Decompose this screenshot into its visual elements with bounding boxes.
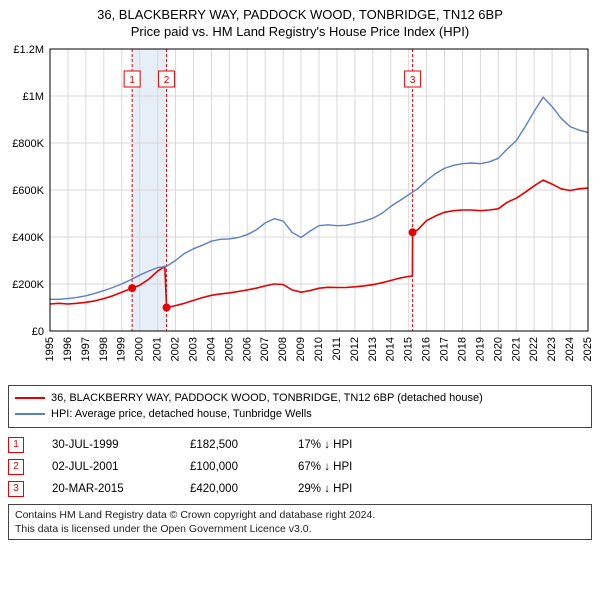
legend-label: HPI: Average price, detached house, Tunb… <box>51 406 312 423</box>
svg-text:2016: 2016 <box>421 337 433 361</box>
svg-text:2020: 2020 <box>492 337 504 361</box>
svg-text:2003: 2003 <box>187 337 199 361</box>
svg-text:2017: 2017 <box>439 337 451 361</box>
sale-date: 30-JUL-1999 <box>52 439 162 451</box>
legend: 36, BLACKBERRY WAY, PADDOCK WOOD, TONBRI… <box>8 385 592 428</box>
legend-swatch <box>15 413 45 415</box>
svg-text:£1.2M: £1.2M <box>13 44 44 56</box>
svg-text:1996: 1996 <box>62 337 74 361</box>
sale-pct: 17% ↓ HPI <box>298 439 398 451</box>
sale-marker-row: 1 30-JUL-1999 £182,500 17% ↓ HPI <box>8 434 592 456</box>
svg-text:1999: 1999 <box>116 337 128 361</box>
svg-text:3: 3 <box>410 75 416 86</box>
sale-price: £420,000 <box>190 483 270 495</box>
sale-marker-row: 2 02-JUL-2001 £100,000 67% ↓ HPI <box>8 456 592 478</box>
svg-text:£800K: £800K <box>12 138 44 150</box>
svg-text:2001: 2001 <box>152 337 164 361</box>
svg-text:2002: 2002 <box>170 337 182 361</box>
svg-text:2019: 2019 <box>474 337 486 361</box>
svg-text:2015: 2015 <box>403 337 415 361</box>
sale-pct: 29% ↓ HPI <box>298 483 398 495</box>
legend-swatch <box>15 397 45 399</box>
sale-date: 02-JUL-2001 <box>52 461 162 473</box>
attribution-box: Contains HM Land Registry data © Crown c… <box>8 504 592 540</box>
svg-text:£600K: £600K <box>12 185 44 197</box>
svg-text:2004: 2004 <box>205 337 217 361</box>
legend-label: 36, BLACKBERRY WAY, PADDOCK WOOD, TONBRI… <box>51 390 483 407</box>
svg-text:2023: 2023 <box>546 337 558 361</box>
svg-text:2009: 2009 <box>295 337 307 361</box>
attribution-line: Contains HM Land Registry data © Crown c… <box>15 508 585 522</box>
svg-text:2021: 2021 <box>510 337 522 361</box>
svg-text:2007: 2007 <box>259 337 271 361</box>
svg-text:1: 1 <box>129 75 135 86</box>
svg-text:£400K: £400K <box>12 232 44 244</box>
chart-title-line1: 36, BLACKBERRY WAY, PADDOCK WOOD, TONBRI… <box>0 0 600 24</box>
legend-item: 36, BLACKBERRY WAY, PADDOCK WOOD, TONBRI… <box>15 390 585 407</box>
line-chart: £0 £200K £400K £600K £800K £1M £1.2M 1995 1996 19… <box>0 41 600 379</box>
svg-text:2011: 2011 <box>331 337 343 361</box>
sale-marker-badge: 3 <box>8 481 24 497</box>
svg-text:2000: 2000 <box>134 337 146 361</box>
sale-marker-table: 1 30-JUL-1999 £182,500 17% ↓ HPI 2 02-JU… <box>8 434 592 500</box>
svg-text:1998: 1998 <box>98 337 110 361</box>
sale-marker-badge: 2 <box>8 459 24 475</box>
svg-text:2: 2 <box>164 75 170 86</box>
legend-item: HPI: Average price, detached house, Tunb… <box>15 406 585 423</box>
svg-text:2014: 2014 <box>385 337 397 361</box>
svg-text:2025: 2025 <box>582 337 594 361</box>
svg-text:2010: 2010 <box>313 337 325 361</box>
svg-text:2022: 2022 <box>528 337 540 361</box>
sale-marker-badge: 1 <box>8 437 24 453</box>
svg-text:2013: 2013 <box>367 337 379 361</box>
svg-text:2012: 2012 <box>349 337 361 361</box>
svg-text:£0: £0 <box>32 326 44 338</box>
sale-price: £100,000 <box>190 461 270 473</box>
sale-price: £182,500 <box>190 439 270 451</box>
svg-text:2005: 2005 <box>223 337 235 361</box>
chart-title-line2: Price paid vs. HM Land Registry's House … <box>0 24 600 41</box>
svg-text:2006: 2006 <box>241 337 253 361</box>
svg-text:1997: 1997 <box>80 337 92 361</box>
sale-date: 20-MAR-2015 <box>52 483 162 495</box>
attribution-line: This data is licensed under the Open Gov… <box>15 522 585 536</box>
svg-text:2024: 2024 <box>564 337 576 361</box>
sale-pct: 67% ↓ HPI <box>298 461 398 473</box>
svg-text:2018: 2018 <box>456 337 468 361</box>
sale-marker-row: 3 20-MAR-2015 £420,000 29% ↓ HPI <box>8 478 592 500</box>
svg-text:£1M: £1M <box>23 91 44 103</box>
svg-text:1995: 1995 <box>44 337 56 361</box>
svg-text:£200K: £200K <box>12 279 44 291</box>
chart-container: 36, BLACKBERRY WAY, PADDOCK WOOD, TONBRI… <box>0 0 600 590</box>
svg-text:2008: 2008 <box>277 337 289 361</box>
